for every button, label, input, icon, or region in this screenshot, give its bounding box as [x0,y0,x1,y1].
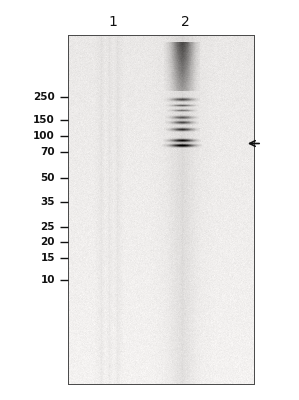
Text: 15: 15 [40,253,55,263]
Text: 250: 250 [33,92,55,102]
Text: 10: 10 [40,275,55,285]
Text: 20: 20 [40,237,55,247]
Text: 2: 2 [181,15,189,29]
Text: 1: 1 [109,15,118,29]
Text: 25: 25 [40,222,55,232]
Text: 150: 150 [33,115,55,125]
Text: 100: 100 [33,131,55,141]
Text: 70: 70 [40,146,55,156]
Text: 35: 35 [40,197,55,207]
Text: 50: 50 [40,173,55,183]
